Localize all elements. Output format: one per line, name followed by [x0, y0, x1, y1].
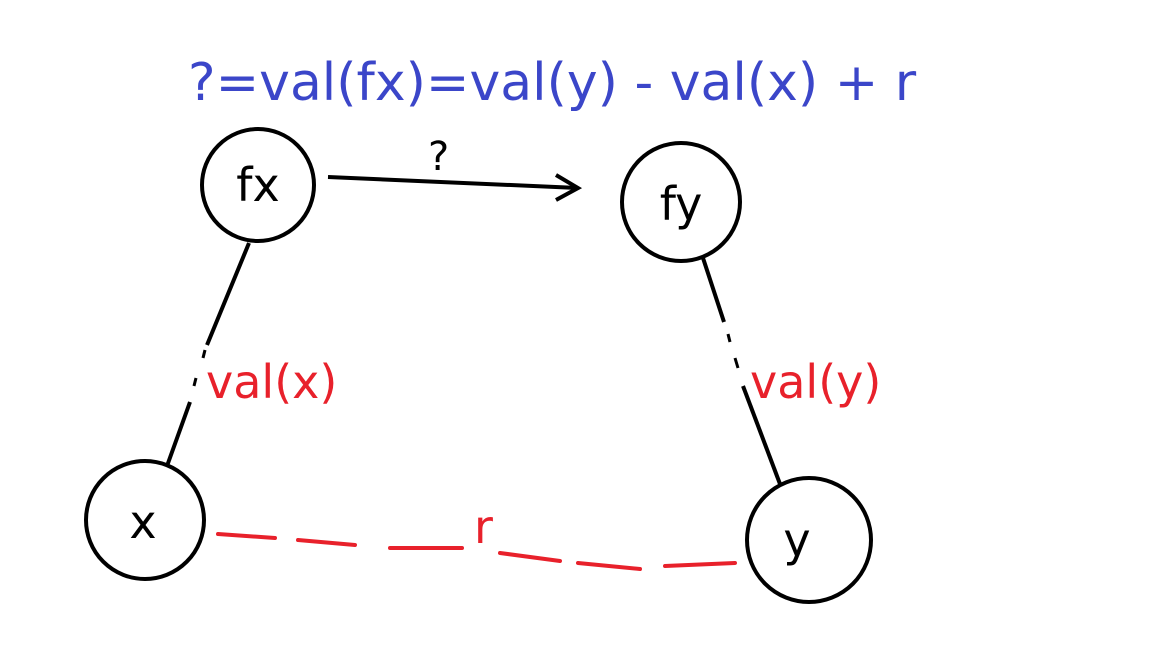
edge-x-to-fx: [165, 242, 251, 467]
node-y: y: [745, 476, 873, 604]
node-fy: fy: [620, 141, 742, 263]
node-label-y: y: [783, 513, 810, 567]
edge-label-val-x: val(x): [206, 355, 337, 409]
arrowhead-icon: [554, 173, 583, 202]
edge-x-to-y: [216, 532, 737, 571]
edge-label-r: r: [474, 500, 493, 554]
edge-label-question: ?: [428, 134, 449, 180]
node-label-fx: fx: [236, 158, 279, 212]
node-label-x: x: [129, 495, 156, 549]
node-fx: fx: [200, 127, 316, 243]
node-label-fy: fy: [660, 177, 703, 231]
edge-fx-to-fy: [327, 173, 583, 202]
arrow-line: [327, 175, 579, 190]
formula-text: ?=val(fx)=val(y) - val(x) + r: [188, 53, 917, 113]
edge-y-to-fy: [701, 257, 782, 485]
edge-label-val-y: val(y): [750, 355, 881, 409]
node-x: x: [84, 459, 206, 581]
